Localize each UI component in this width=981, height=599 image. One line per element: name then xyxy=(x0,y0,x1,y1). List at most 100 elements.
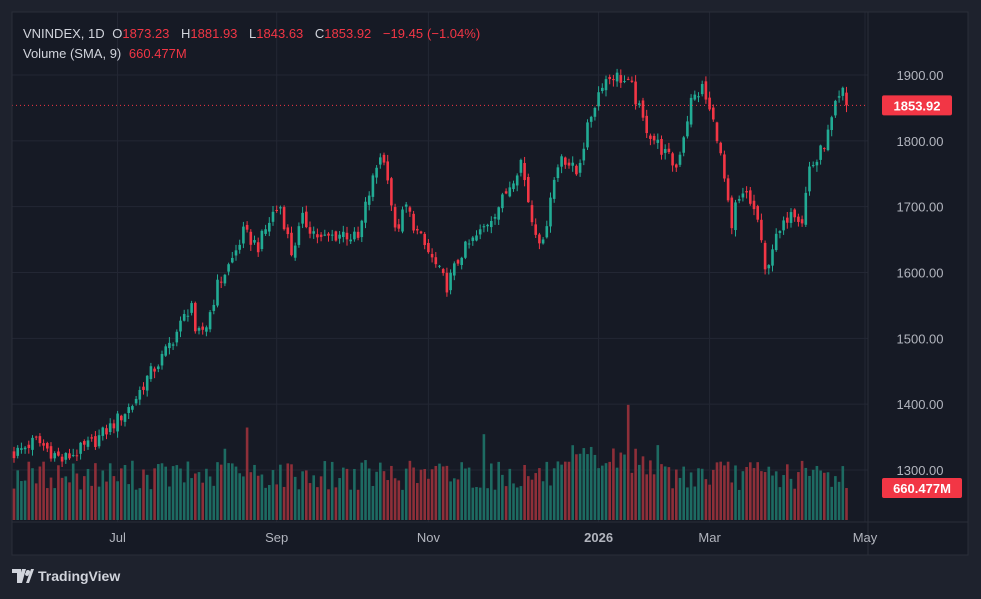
volume-bar xyxy=(46,488,49,520)
volume-bar xyxy=(393,478,397,520)
volume-bar xyxy=(116,481,119,520)
volume-bar xyxy=(556,461,560,520)
volume-bar xyxy=(12,488,16,520)
volume-bar xyxy=(353,468,356,520)
candle xyxy=(323,229,327,237)
volume-bar xyxy=(501,474,504,520)
candle xyxy=(216,274,219,308)
time-axis[interactable]: Jul Sep Nov 2026 Mar May xyxy=(109,530,877,545)
candle xyxy=(264,224,267,236)
volume-bar xyxy=(360,462,364,520)
candle xyxy=(57,447,60,457)
time-tick-label: Mar xyxy=(698,530,721,545)
chart-frame xyxy=(11,11,969,556)
candle xyxy=(490,216,493,234)
candle xyxy=(34,435,38,441)
volume-bar xyxy=(301,471,304,520)
volume-bar xyxy=(94,463,97,520)
volume-bar xyxy=(578,453,582,520)
volume-bar xyxy=(589,446,593,520)
candle xyxy=(649,133,652,146)
candle xyxy=(704,76,708,104)
volume-bar xyxy=(290,464,293,520)
volume-bar xyxy=(793,488,796,520)
candle xyxy=(434,252,438,268)
volume-bar xyxy=(242,476,245,520)
volume-bar xyxy=(763,472,767,520)
candle xyxy=(23,445,27,454)
candle xyxy=(120,414,123,426)
candle xyxy=(279,205,282,215)
volume-bar xyxy=(412,467,415,520)
candle xyxy=(168,337,171,355)
volume-bar xyxy=(464,468,467,520)
volume-bar xyxy=(404,468,408,520)
candle xyxy=(97,429,101,449)
candle xyxy=(142,382,145,395)
candle xyxy=(116,410,119,438)
interval[interactable]: 1D xyxy=(88,26,105,41)
candle xyxy=(253,235,256,245)
volume-bar xyxy=(127,484,130,520)
volume-bar xyxy=(186,461,190,520)
candle xyxy=(83,439,86,452)
volume-indicator-name[interactable]: Volume (SMA, 9) xyxy=(23,46,122,61)
symbol-name[interactable]: VNINDEX xyxy=(23,26,81,41)
volume-bar xyxy=(715,462,719,520)
volume-bar xyxy=(342,467,345,520)
volume-bar xyxy=(741,471,745,520)
candle xyxy=(305,205,308,229)
volume-bar xyxy=(837,481,841,520)
volume-bar xyxy=(190,478,193,520)
volume-bar xyxy=(815,465,819,520)
volume-bar xyxy=(700,468,704,520)
volume-bar xyxy=(408,460,412,520)
volume-bar xyxy=(153,468,156,520)
volume-bar xyxy=(771,475,774,520)
volume-bar xyxy=(397,480,401,520)
candle xyxy=(608,74,611,85)
candle xyxy=(271,206,275,226)
volume-bar xyxy=(112,476,116,520)
candle xyxy=(634,75,637,110)
candle xyxy=(800,215,804,227)
volume-bar xyxy=(560,464,563,520)
volume-bar xyxy=(356,489,360,520)
candle xyxy=(112,419,116,434)
candle xyxy=(700,80,704,97)
candle xyxy=(12,446,16,463)
candle xyxy=(160,350,164,370)
volume-bar xyxy=(545,461,549,520)
volume-bar xyxy=(734,465,737,520)
volume-bar xyxy=(305,470,308,520)
volume-bar xyxy=(582,448,586,520)
candle xyxy=(234,244,238,261)
candle xyxy=(774,228,778,252)
volume-bar xyxy=(430,469,434,520)
candle xyxy=(486,223,489,232)
candle xyxy=(201,322,204,335)
candle xyxy=(508,181,512,198)
volume-bar xyxy=(478,487,482,520)
volume-bar xyxy=(471,487,475,520)
last-price-tag: 1853.92 xyxy=(882,95,952,116)
candle xyxy=(619,69,623,88)
volume-bar xyxy=(316,487,319,520)
volume-value-label: 660.477M xyxy=(893,481,951,496)
volume-bar xyxy=(379,462,382,520)
candle xyxy=(256,237,260,257)
candle xyxy=(290,226,293,257)
candle xyxy=(404,201,408,213)
volume-bar xyxy=(575,454,578,520)
candle xyxy=(475,230,478,242)
candle xyxy=(786,211,789,229)
time-tick-label: Jul xyxy=(109,530,126,545)
candle xyxy=(27,440,31,454)
candle xyxy=(504,188,508,195)
price-axis[interactable]: 1900.00 1800.00 1700.00 1600.00 1500.00 1400.… xyxy=(897,68,944,478)
volume-tag: 660.477M xyxy=(882,478,962,498)
candle xyxy=(390,176,393,211)
candle xyxy=(778,230,782,239)
tradingview-logo[interactable]: TradingView xyxy=(12,568,120,584)
